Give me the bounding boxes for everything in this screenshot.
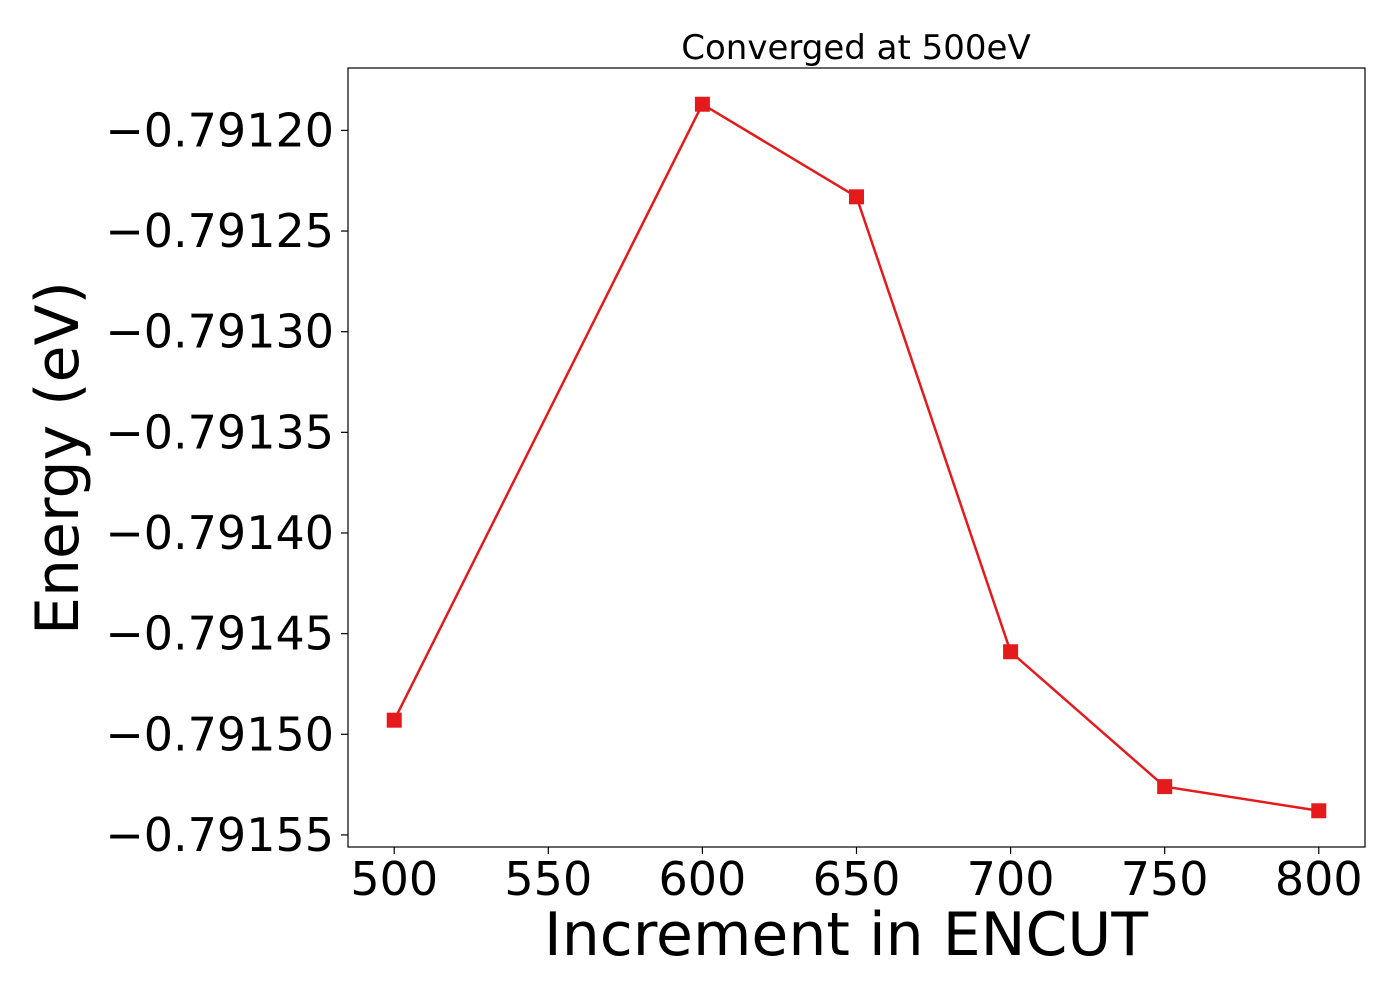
x-tick-label: 550 (504, 852, 592, 906)
y-tick-label: −0.79135 (105, 405, 334, 459)
data-point (849, 189, 864, 205)
series-line (393, 102, 1319, 813)
y-axis-label: Energy (eV) (23, 281, 93, 635)
x-axis-ticks: 500 550 600 650 700 750 800 (350, 847, 1363, 906)
x-tick-label: 600 (659, 852, 747, 906)
y-tick-label: −0.79130 (105, 305, 334, 359)
y-tick-label: −0.79150 (105, 707, 334, 761)
chart-title: Converged at 500eV (681, 28, 1030, 68)
data-point (386, 712, 402, 728)
data-point (694, 96, 710, 112)
data-point (1311, 803, 1327, 819)
y-tick-label: −0.79120 (105, 103, 334, 157)
plot-area: 500 550 600 650 700 750 800 −0.79120−0.79125−0… (105, 67, 1366, 906)
data-point (1003, 644, 1019, 660)
x-tick-label: 700 (967, 852, 1055, 906)
x-axis-label: Increment in ENCUT (544, 900, 1148, 970)
x-tick-label: 750 (1121, 852, 1209, 906)
y-axis-ticks: −0.79120 −0.79125 −0.79130 −0.79135 −0.79140… (105, 103, 348, 862)
y-tick-label: −0.79125 (105, 204, 334, 258)
y-tick-label: −0.79140 (105, 506, 334, 560)
axes-frame (347, 67, 1366, 848)
y-tick-label: −0.79155 (105, 808, 334, 862)
series-layer (386, 96, 1327, 819)
x-tick-label: 800 (1275, 852, 1363, 906)
data-point (1157, 779, 1173, 795)
x-tick-label: 500 (350, 852, 438, 906)
y-tick-label: −0.79145 (105, 607, 334, 661)
x-tick-label: 650 (813, 852, 901, 906)
